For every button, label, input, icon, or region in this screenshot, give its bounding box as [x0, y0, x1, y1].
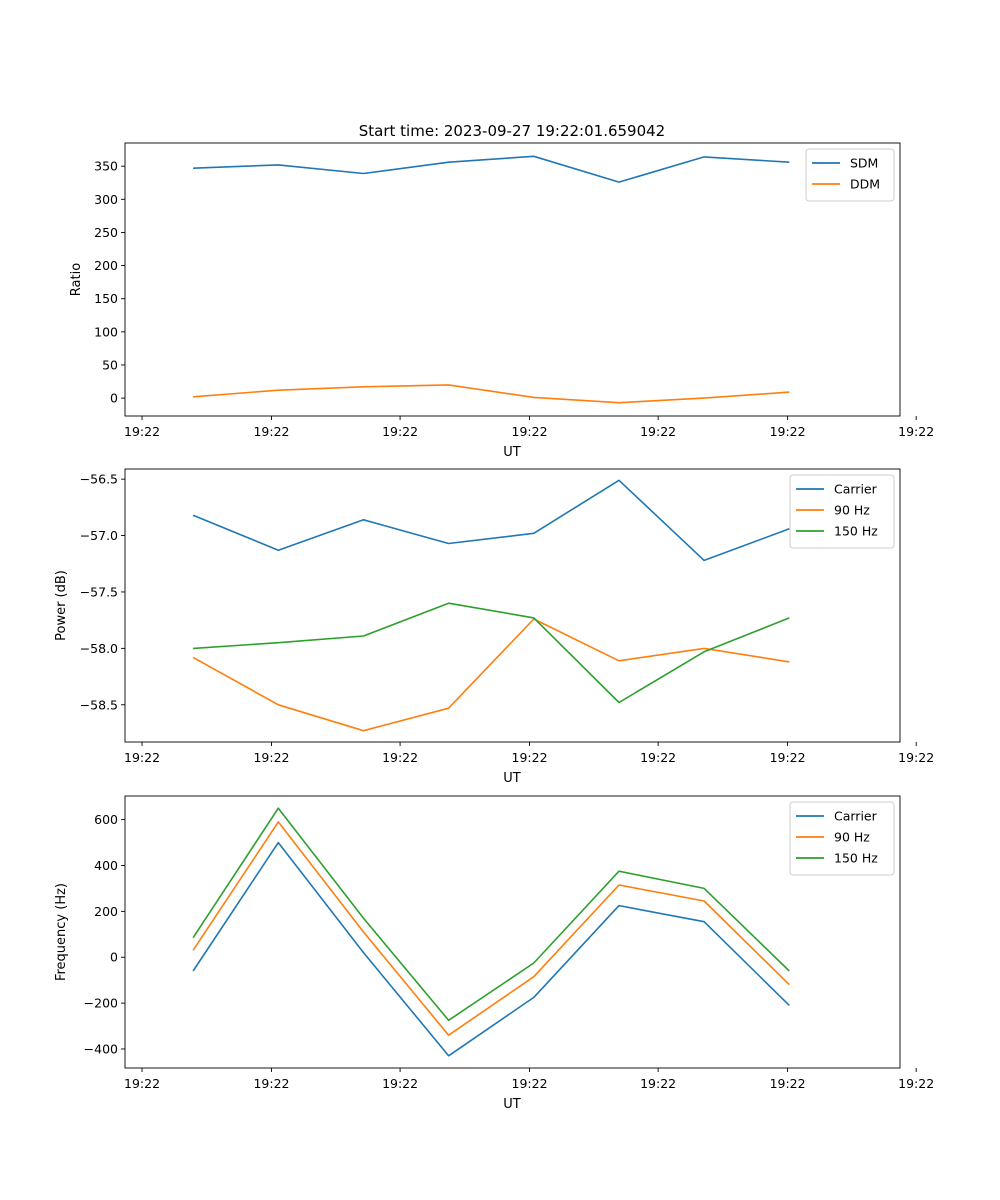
x-tick-label: 19:22: [512, 1076, 548, 1091]
x-tick-label: 19:22: [512, 424, 548, 439]
y-tick-label: 200: [94, 258, 118, 273]
series-line-90-hz: [192, 618, 790, 732]
y-axis-label: Ratio: [69, 263, 84, 296]
x-axis-label: UT: [503, 1097, 521, 1112]
y-tick-label: −58.5: [80, 697, 118, 712]
x-tick-label: 19:22: [770, 750, 806, 765]
legend-label: 150 Hz: [834, 524, 878, 539]
x-tick-label: 19:22: [640, 424, 676, 439]
x-tick-label: 19:22: [382, 750, 418, 765]
legend-label: DDM: [850, 177, 880, 192]
legend-box: [789, 801, 895, 876]
legend-label: SDM: [850, 156, 878, 171]
series-line-150-hz: [193, 602, 790, 704]
y-tick-label: −57.0: [80, 528, 118, 543]
legend-label: 90 Hz: [834, 503, 870, 518]
y-tick-label: −200: [84, 996, 118, 1011]
x-tick-label: 19:22: [124, 424, 160, 439]
y-tick-label: 250: [94, 225, 118, 240]
legend-box: [805, 148, 895, 202]
y-tick-label: 300: [94, 192, 118, 207]
subplot-2: 19:2219:2219:2219:2219:2219:2219:2219:23…: [54, 468, 934, 786]
x-tick-label: 19:22: [640, 1076, 676, 1091]
legend: SDM DDM: [805, 148, 895, 202]
x-tick-label: 19:22: [512, 750, 548, 765]
legend: Carrier 90 Hz 150 Hz: [789, 474, 895, 549]
y-axis-label: Frequency (Hz): [54, 883, 69, 981]
y-tick-label: −400: [84, 1041, 118, 1056]
figure-title: Start time: 2023-09-27 19:22:01.659042: [359, 122, 665, 140]
series-line-ddm: [193, 384, 790, 404]
x-tick-label: 19:22: [382, 1076, 418, 1091]
y-axis-label: Power (dB): [54, 570, 69, 641]
subplot-3: 19:2219:2219:2219:2219:2219:2219:2219:23…: [54, 795, 934, 1112]
axes-frame: [124, 795, 901, 1069]
y-tick-label: 200: [94, 904, 118, 919]
axes-frame: [124, 142, 901, 417]
x-tick-label: 19:22: [898, 750, 934, 765]
y-tick-label: 600: [94, 812, 118, 827]
legend-label: Carrier: [834, 482, 878, 497]
y-tick-label: 400: [94, 858, 118, 873]
subplot-1: 19:2219:2219:2219:2219:2219:2219:2219:23…: [69, 142, 934, 460]
legend-label: 90 Hz: [834, 830, 870, 845]
legend-label: 150 Hz: [834, 851, 878, 866]
y-tick-label: −58.0: [80, 641, 118, 656]
x-tick-label: 19:22: [898, 1076, 934, 1091]
x-tick-label: 19:22: [898, 424, 934, 439]
axes-frame: [124, 468, 901, 743]
y-tick-label: 150: [94, 291, 118, 306]
series-line-90-hz: [192, 821, 790, 1036]
x-tick-label: 19:22: [253, 750, 289, 765]
series-line-carrier: [192, 841, 790, 1057]
legend: Carrier 90 Hz 150 Hz: [789, 801, 895, 876]
legend-box: [789, 474, 895, 549]
x-tick-label: 19:22: [253, 424, 289, 439]
x-tick-label: 19:22: [253, 1076, 289, 1091]
y-tick-label: −56.5: [80, 472, 118, 487]
x-tick-label: 19:22: [770, 1076, 806, 1091]
x-tick-label: 19:22: [124, 750, 160, 765]
x-axis-label: UT: [503, 445, 521, 460]
y-tick-label: 0: [110, 950, 118, 965]
x-tick-label: 19:22: [124, 1076, 160, 1091]
y-tick-label: 50: [102, 357, 118, 372]
series-line-150-hz: [192, 807, 790, 1022]
legend-label: Carrier: [834, 809, 878, 824]
x-tick-label: 19:22: [382, 424, 418, 439]
series-line-sdm: [193, 155, 790, 183]
y-tick-label: 100: [94, 324, 118, 339]
y-tick-label: 0: [110, 391, 118, 406]
series-line-carrier: [192, 479, 790, 562]
x-tick-label: 19:22: [640, 750, 676, 765]
x-axis-label: UT: [503, 771, 521, 786]
x-tick-label: 19:22: [770, 424, 806, 439]
y-tick-label: 350: [94, 159, 118, 174]
y-tick-label: −57.5: [80, 584, 118, 599]
